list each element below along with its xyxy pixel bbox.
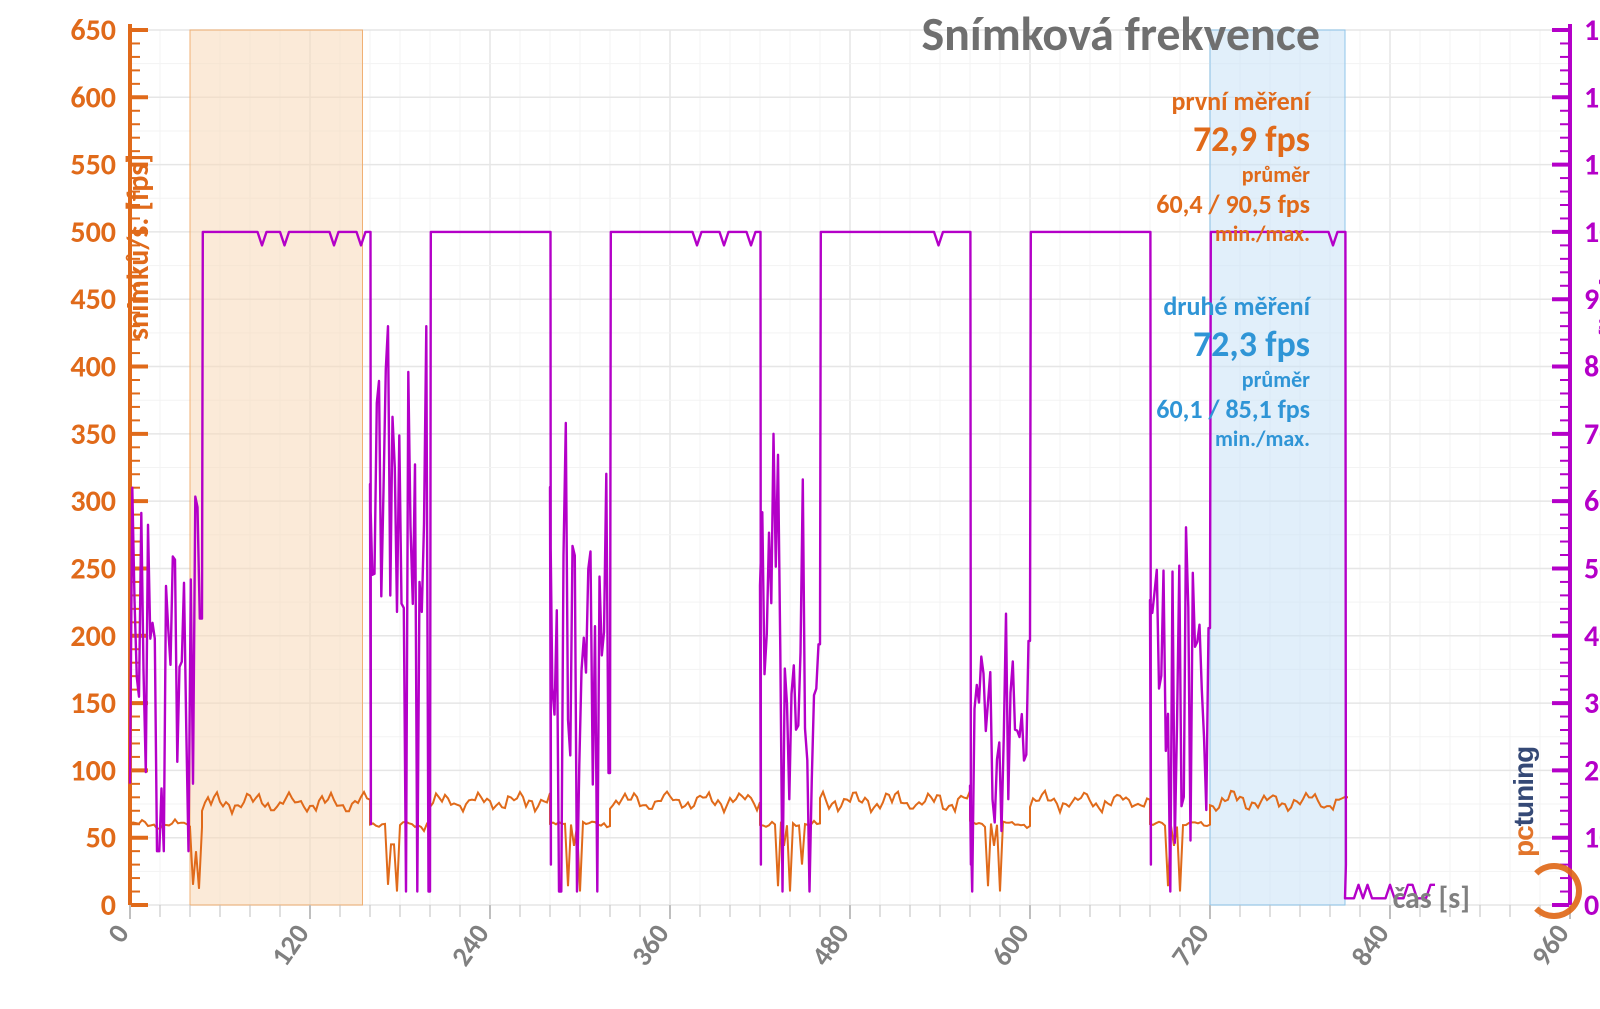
annotation-first-head: první měření [1156, 85, 1310, 117]
svg-text:240: 240 [443, 918, 496, 973]
svg-text:0: 0 [100, 918, 137, 950]
chart-title: Snímková frekvence [921, 4, 1320, 63]
svg-text:400: 400 [70, 349, 116, 386]
y-right-axis-label: Vytížení GPU [%] [1592, 281, 1600, 380]
svg-text:50: 50 [86, 820, 116, 857]
chart: 0 50 100 150 200 250 300 350 400 450 500 550 600 650 0… [0, 0, 1600, 1009]
annotation-second-value: 72,3 fps [1156, 322, 1310, 366]
annotation-first-minmax: 60,4 / 90,5 fps [1156, 188, 1310, 220]
svg-text:480: 480 [803, 918, 856, 973]
svg-text:20: 20 [1584, 752, 1600, 789]
svg-text:130: 130 [1584, 12, 1600, 49]
svg-text:0: 0 [1584, 887, 1599, 924]
svg-text:100: 100 [70, 752, 116, 789]
svg-text:30: 30 [1584, 685, 1600, 722]
svg-text:110: 110 [1584, 147, 1600, 184]
svg-text:120: 120 [1584, 79, 1600, 116]
svg-text:200: 200 [70, 618, 116, 655]
svg-text:40: 40 [1584, 618, 1600, 655]
svg-text:350: 350 [70, 416, 116, 453]
annotation-second-sub: průměr [1156, 366, 1310, 393]
svg-text:960: 960 [1523, 918, 1576, 973]
svg-text:150: 150 [70, 685, 116, 722]
svg-text:10: 10 [1584, 820, 1600, 857]
svg-text:120: 120 [263, 918, 316, 973]
svg-text:60: 60 [1584, 483, 1600, 520]
annotation-first-mmlabel: min./max. [1156, 220, 1310, 247]
svg-text:70: 70 [1584, 416, 1600, 453]
svg-text:600: 600 [983, 918, 1036, 973]
svg-text:300: 300 [70, 483, 116, 520]
annotation-second-minmax: 60,1 / 85,1 fps [1156, 393, 1310, 425]
svg-text:250: 250 [70, 550, 116, 587]
annotation-second: druhé měření 72,3 fps průměr 60,1 / 85,1… [1156, 290, 1310, 452]
logo-clock-icon [1526, 863, 1582, 919]
x-axis-label: čas [s] [1393, 880, 1470, 917]
chart-svg: 0 50 100 150 200 250 300 350 400 450 500 550 600 650 0… [0, 0, 1600, 1009]
annotation-first-value: 72,9 fps [1156, 117, 1310, 161]
svg-text:650: 650 [70, 12, 116, 49]
svg-text:550: 550 [70, 147, 116, 184]
y-left-axis-label: snímků/s. [fps] [120, 154, 157, 340]
svg-text:450: 450 [70, 281, 116, 318]
annotation-first: první měření 72,9 fps průměr 60,4 / 90,5… [1156, 85, 1310, 247]
annotation-second-head: druhé měření [1156, 290, 1310, 322]
annotation-second-mmlabel: min./max. [1156, 425, 1310, 452]
pctuning-logo: pctuning [1526, 709, 1582, 919]
svg-text:500: 500 [70, 214, 116, 251]
svg-text:50: 50 [1584, 550, 1600, 587]
svg-text:360: 360 [623, 918, 676, 973]
svg-text:720: 720 [1163, 918, 1216, 973]
annotation-first-sub: průměr [1156, 161, 1310, 188]
logo-text: pctuning [1508, 747, 1540, 857]
svg-text:840: 840 [1343, 918, 1396, 973]
svg-text:600: 600 [70, 79, 116, 116]
svg-text:100: 100 [1584, 214, 1600, 251]
